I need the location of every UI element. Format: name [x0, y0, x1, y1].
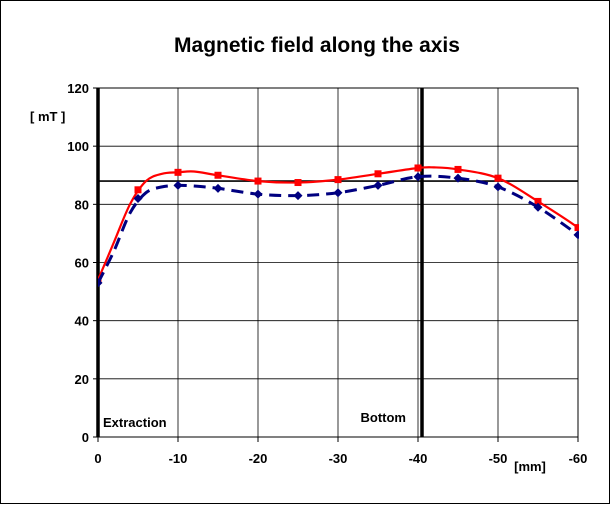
- series-2-point: [573, 230, 579, 240]
- y-tick-label: 120: [67, 81, 89, 96]
- series-2-point: [533, 202, 543, 212]
- series-1-point: [334, 176, 342, 184]
- y-tick-label: 40: [75, 314, 89, 329]
- series-2-point: [373, 180, 383, 190]
- x-tick-label: -30: [329, 451, 348, 466]
- series-2-point: [493, 182, 503, 192]
- series-1-point: [214, 171, 222, 179]
- series-1-point: [494, 174, 502, 182]
- y-tick-label: 0: [82, 430, 89, 445]
- series-1-point: [454, 165, 462, 173]
- series-2-point: [213, 183, 223, 193]
- series-2-point: [293, 191, 303, 201]
- series-2-point: [333, 188, 343, 198]
- y-tick-label: 20: [75, 372, 89, 387]
- series-2-point: [133, 194, 143, 204]
- series-1-point: [174, 168, 182, 176]
- annotation-bottom: Bottom: [361, 410, 407, 425]
- chart-title: Magnetic field along the axis: [174, 34, 460, 57]
- series-2-point: [253, 189, 263, 199]
- x-axis-label: [mm]: [514, 459, 546, 474]
- annotation-extraction: Extraction: [103, 415, 167, 430]
- series-1-point: [294, 179, 302, 187]
- x-tick-label: -60: [569, 451, 588, 466]
- series-1-point: [374, 170, 382, 178]
- series-2-point: [173, 180, 183, 190]
- series-2-point: [453, 173, 463, 183]
- series-1-point: [534, 197, 542, 205]
- y-axis-label: [ mT ]: [30, 109, 65, 124]
- y-tick-label: 60: [75, 256, 89, 271]
- x-tick-label: -10: [169, 451, 188, 466]
- series-2-point: [98, 278, 103, 288]
- series-2-line: [98, 174, 579, 284]
- x-tick-label: -20: [249, 451, 268, 466]
- y-tick-label: 100: [67, 139, 89, 154]
- series-1-point: [574, 224, 579, 232]
- series-2: [98, 172, 579, 288]
- x-tick-label: 0: [94, 451, 101, 466]
- series-1-point: [134, 186, 142, 194]
- x-tick-label: -50: [489, 451, 508, 466]
- x-tick-label: -40: [409, 451, 428, 466]
- grid-lines: [97, 87, 579, 438]
- y-tick-label: 80: [75, 197, 89, 212]
- series-layer: [98, 164, 579, 288]
- tick-labels: 0 20 40 60 80 100 120 0 -10 -20 -30 -40 -50 -60: [67, 81, 587, 466]
- series-2-point: [413, 172, 423, 182]
- series-1-point: [254, 177, 262, 185]
- series-1-point: [414, 164, 422, 172]
